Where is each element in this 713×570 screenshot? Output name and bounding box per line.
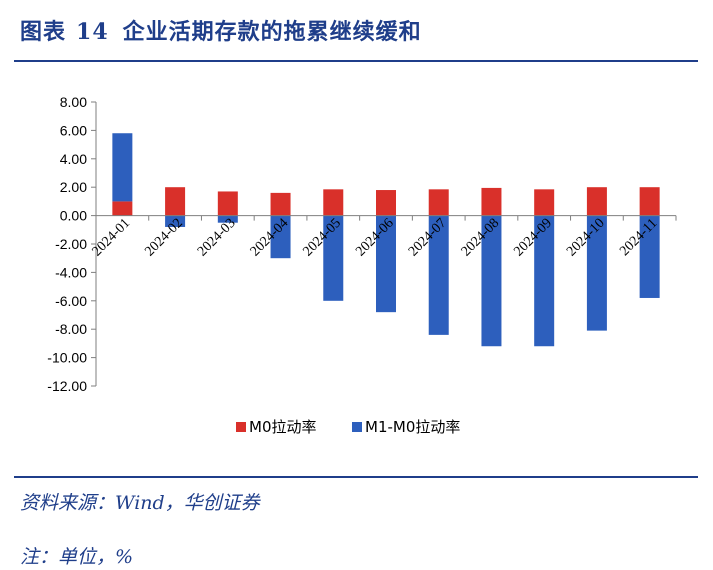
- bar-m0: [270, 192, 291, 216]
- legend-swatch-m0: [236, 422, 246, 432]
- top-rule: [14, 60, 698, 62]
- figure-title: 图表 14 企业活期存款的拖累继续缓和: [20, 14, 422, 46]
- source-note: 资料来源：Wind，华创证券: [20, 492, 260, 514]
- y-tick-label: 6.00: [60, 122, 87, 138]
- bar-m1-m0: [428, 215, 449, 335]
- x-tick-label: 2024-02: [142, 216, 186, 260]
- y-tick-label: -2.00: [55, 236, 87, 252]
- unit-note: 注：单位，%: [20, 546, 134, 568]
- y-tick-label: -8.00: [55, 321, 87, 337]
- legend-swatch-m1-m0: [352, 422, 362, 432]
- y-tick-label: 8.00: [60, 94, 87, 110]
- bar-m0: [534, 189, 555, 216]
- bar-m0: [428, 189, 449, 216]
- bar-m0: [481, 187, 502, 216]
- figure-number: 14: [76, 19, 109, 45]
- bar-m0: [165, 187, 186, 216]
- bar-m0: [639, 187, 660, 216]
- y-tick-label: -10.00: [47, 350, 87, 366]
- y-tick-label: -12.00: [47, 378, 87, 394]
- bar-m1-m0: [639, 215, 660, 298]
- bar-m1-m0: [481, 215, 502, 347]
- figure-label: 图表: [20, 19, 67, 45]
- bar-m1-m0: [323, 215, 344, 301]
- y-tick-label: 2.00: [60, 179, 87, 195]
- legend-label-m1-m0: M1-M0拉动率: [365, 418, 460, 436]
- bar-m0: [217, 191, 238, 216]
- legend-label-m0: M0拉动率: [249, 418, 317, 436]
- x-tick-label: 2024-03: [195, 216, 239, 260]
- bar-m1-m0: [586, 215, 607, 331]
- bar-m1-m0: [217, 215, 238, 223]
- y-tick-label: -6.00: [55, 293, 87, 309]
- bar-m0: [112, 201, 133, 216]
- y-tick-label: -4.00: [55, 264, 87, 280]
- figure-title-text: 企业活期存款的拖累继续缓和: [122, 19, 422, 45]
- bar-m1-m0: [270, 215, 291, 259]
- bar-m1-m0: [376, 215, 396, 313]
- bar-m1-m0: [112, 133, 133, 202]
- y-tick-label: 4.00: [60, 151, 87, 167]
- bottom-rule: [14, 476, 698, 478]
- bar-m1-m0: [165, 215, 186, 227]
- y-tick-label: 0.00: [60, 208, 87, 224]
- bar-m0: [376, 190, 396, 216]
- bar-m0: [323, 189, 344, 216]
- bar-m1-m0: [534, 215, 555, 347]
- bar-m0: [586, 187, 607, 216]
- bar-chart: 8.00 6.00 4.00 2.00 0.00 -2.00 -4.00 -6.00 -8.00…: [47, 94, 677, 436]
